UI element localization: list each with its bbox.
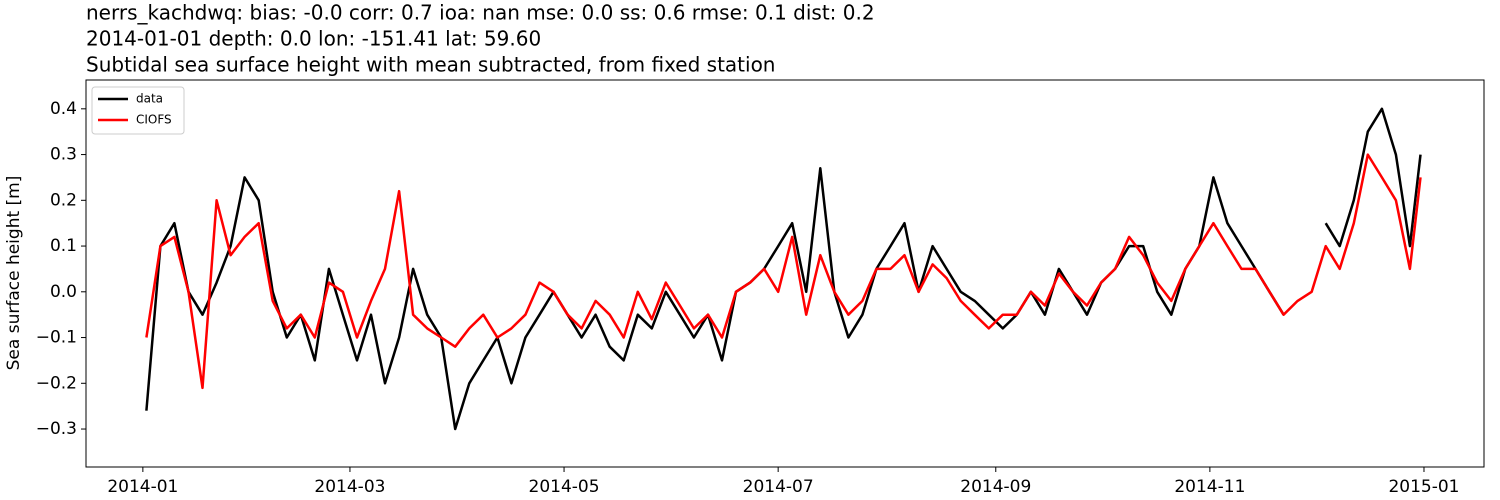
chart-title: 2014-01-01 depth: 0.0 lon: -151.41 lat: … xyxy=(86,27,541,51)
plot-frame xyxy=(85,79,1485,468)
x-tick-label: 2014-05 xyxy=(529,477,600,497)
series-line xyxy=(145,153,1422,390)
y-tick-label: 0.3 xyxy=(50,145,77,165)
y-tick-label: 0.4 xyxy=(50,99,77,119)
x-tick-label: 2015-01 xyxy=(1388,477,1459,497)
legend-label: data xyxy=(136,92,163,106)
y-tick-label: −0.3 xyxy=(36,419,77,439)
y-tick-label: −0.2 xyxy=(36,373,77,393)
y-axis-label: Sea surface height [m] xyxy=(4,176,24,371)
y-tick-label: 0.1 xyxy=(50,236,77,256)
chart-title: nerrs_kachdwq: bias: -0.0 corr: 0.7 ioa:… xyxy=(86,1,875,25)
legend-label: CIOFS xyxy=(136,113,172,127)
y-tick-label: 0.0 xyxy=(50,282,77,302)
y-tick-label: −0.1 xyxy=(36,328,77,348)
x-tick-label: 2014-03 xyxy=(314,477,385,497)
x-tick-label: 2014-01 xyxy=(107,477,178,497)
series-line xyxy=(145,107,1422,431)
y-tick-label: 0.2 xyxy=(50,190,77,210)
x-tick-label: 2014-07 xyxy=(743,477,814,497)
chart-title: Subtidal sea surface height with mean su… xyxy=(86,53,775,77)
x-tick-label: 2014-09 xyxy=(960,477,1031,497)
x-tick-label: 2014-11 xyxy=(1174,477,1245,497)
